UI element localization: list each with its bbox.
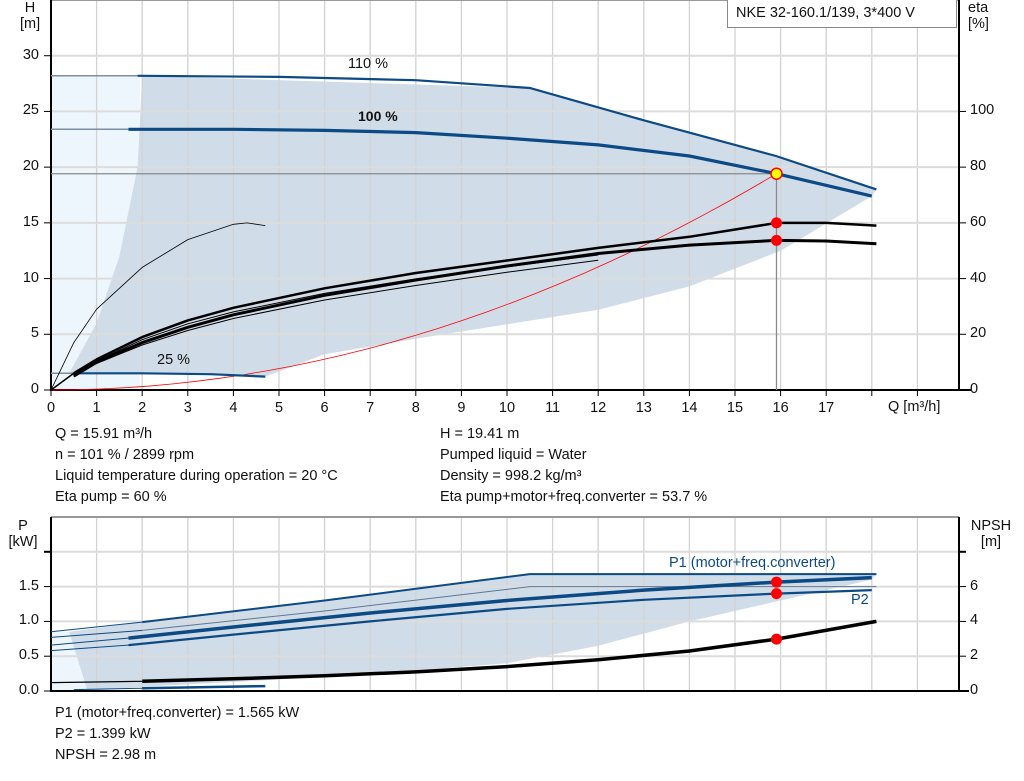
- p-axis-name: P: [18, 518, 28, 534]
- power-curve-extension-p1: [50, 637, 129, 646]
- info-eta-pump: Eta pump = 60 %: [55, 489, 167, 505]
- p1-marker: [770, 576, 782, 588]
- power-curve-extension-p1_max: [50, 621, 143, 633]
- x-tick-label: 0: [46, 400, 56, 416]
- npsh-tick-label: 0: [970, 682, 979, 698]
- x-tick-label: 4: [229, 400, 238, 416]
- pump-model-legend: NKE 32-160.1/139, 3*400 V: [727, 0, 957, 28]
- y-left-tick-label: 25: [22, 102, 39, 119]
- curve-label-100: 100 %: [358, 108, 398, 124]
- y-left-tick-label: 10: [22, 269, 39, 286]
- y-right-tick-label: 0: [970, 381, 979, 397]
- y-left-tick-label: 5: [30, 325, 39, 342]
- h-axis-name: H: [24, 0, 36, 16]
- x-tick-label: 10: [498, 400, 516, 416]
- x-tick-label: 3: [183, 400, 192, 416]
- power-curve-extension-p_25: [73, 687, 143, 691]
- x-tick-label: 9: [457, 400, 466, 416]
- p-tick-label: 0.5: [18, 647, 39, 664]
- curve-label-p2: P2: [851, 592, 869, 608]
- eta-axis-name: eta: [968, 0, 989, 16]
- x-tick-label: 2: [138, 400, 147, 416]
- y-right-tick-label: 100: [970, 102, 995, 119]
- head-curve-h25: [73, 372, 266, 378]
- info-p2: P2 = 1.399 kW: [55, 726, 151, 742]
- p-axis-label: P [kW]: [8, 518, 38, 550]
- eta-curve-origin: [50, 372, 75, 391]
- x-tick-label: 8: [411, 400, 420, 416]
- curve-label-p1: P1 (motor+freq.converter): [669, 555, 836, 571]
- npsh-tick-label: 2: [970, 647, 979, 664]
- x-tick-label: 1: [92, 400, 101, 416]
- x-tick-label: 13: [635, 400, 652, 416]
- head-curve-h110: [137, 74, 877, 191]
- q-axis-label: Q [m³/h]: [888, 399, 941, 415]
- head-curve-h100: [128, 127, 873, 198]
- info-p1: P1 (motor+freq.converter) = 1.565 kW: [55, 705, 300, 721]
- p2-marker: [770, 588, 782, 600]
- y-left-tick-label: 0: [30, 381, 39, 397]
- y-right-tick-label: 40: [970, 269, 987, 286]
- power-curve-extension-p2: [50, 644, 129, 652]
- operating-area-power: [69, 574, 877, 691]
- p-axis-unit: [kW]: [8, 534, 38, 550]
- eta-curve-eta_pump_25: [50, 222, 266, 391]
- info-flow: Q = 15.91 m³/h: [55, 426, 153, 442]
- x-tick-label: 7: [366, 400, 375, 416]
- x-tick-label: 14: [681, 400, 698, 416]
- curve-label-110: 110 %: [348, 56, 389, 72]
- npsh-curve-extension: [50, 680, 143, 684]
- x-tick-label: 12: [590, 400, 607, 416]
- info-npsh: NPSH = 2.98 m: [55, 747, 157, 763]
- info-speed: n = 101 % / 2899 rpm: [55, 447, 195, 463]
- info-head: H = 19.41 m: [440, 426, 520, 442]
- power-curve-p1_max: [142, 573, 877, 624]
- y-left-tick-label: 20: [22, 158, 39, 175]
- pump-model-title: NKE 32-160.1/139, 3*400 V: [736, 5, 915, 21]
- power-curve-p_25: [142, 684, 266, 690]
- x-tick-label: 15: [726, 400, 744, 416]
- eta-total-marker: [770, 234, 782, 246]
- y-left-tick-label: 15: [22, 213, 39, 230]
- x-tick-label: 17: [818, 400, 835, 416]
- info-density: Density = 998.2 kg/m³: [440, 468, 582, 484]
- operating-area: [69, 75, 877, 377]
- power-curve-extension-p2_max: [50, 629, 143, 638]
- x-tick-label: 6: [320, 400, 329, 416]
- npsh-axis-label: NPSH [m]: [968, 518, 1014, 550]
- npsh-axis-unit: [m]: [980, 534, 1002, 550]
- eta-axis-unit: [%]: [968, 16, 989, 32]
- y-left-tick-label: 30: [22, 46, 39, 63]
- h-axis-unit: [m]: [20, 16, 41, 32]
- x-tick-label: 16: [772, 400, 789, 416]
- p-tick-label: 1.0: [18, 612, 39, 629]
- y-right-tick-label: 60: [970, 213, 987, 230]
- p-tick-label: 1.5: [18, 577, 39, 594]
- npsh-curve: [142, 619, 877, 684]
- info-pumped-liquid: Pumped liquid = Water: [440, 447, 587, 463]
- npsh-tick-label: 4: [970, 612, 979, 629]
- eta-curve-variant-eta_total: [73, 259, 599, 378]
- p-tick-label: 0.0: [18, 682, 39, 698]
- info-eta-total: Eta pump+motor+freq.converter = 53.7 %: [440, 489, 708, 505]
- npsh-axis-name: NPSH: [970, 518, 1012, 534]
- npsh-marker: [770, 633, 782, 645]
- y-right-tick-label: 80: [970, 158, 987, 175]
- h-axis-label: H [m]: [20, 0, 40, 32]
- eta-pump-marker: [770, 217, 782, 229]
- eta-axis-label: eta [%]: [968, 0, 989, 32]
- curve-label-25: 25 %: [157, 352, 191, 368]
- npsh-tick-label: 6: [970, 577, 979, 594]
- x-tick-label: 5: [274, 400, 284, 416]
- x-tick-label: 11: [545, 400, 561, 416]
- info-liquid-temperature: Liquid temperature during operation = 20…: [55, 468, 338, 484]
- duty-point-marker: [770, 167, 783, 180]
- y-right-tick-label: 20: [970, 325, 987, 342]
